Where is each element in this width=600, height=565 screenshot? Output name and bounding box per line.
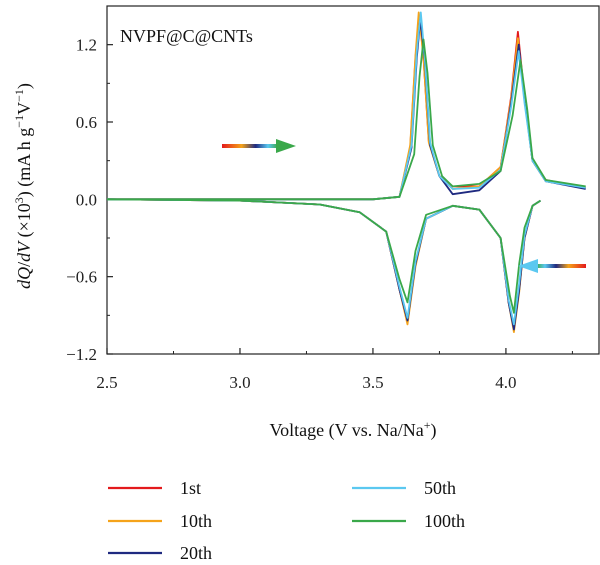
legend-label-50th: 50th — [424, 478, 456, 498]
y-axis-title: dQ/dV (×103) (mA h g−1V−1) — [12, 83, 35, 289]
series-line-discharge-100th — [107, 198, 541, 314]
y-tick-label: 1.2 — [76, 36, 97, 55]
y-tick-label: 0.0 — [76, 190, 97, 209]
x-tick-label: 3.5 — [362, 373, 383, 392]
series-line-charge-50th — [107, 11, 586, 201]
panel-annotation: NVPF@C@CNTs — [120, 26, 253, 46]
charge-direction-arrow — [222, 139, 296, 153]
y-tick-label: −0.6 — [66, 268, 97, 287]
y-tick-label: −1.2 — [66, 345, 97, 364]
x-tick-label: 2.5 — [96, 373, 117, 392]
legend: 1st 50th 10th 100th 20th — [108, 478, 465, 563]
x-axis: 2.5 3.0 3.5 4.0 — [96, 348, 573, 392]
series-line-discharge-20th — [107, 198, 541, 331]
x-tick-label: 4.0 — [495, 373, 516, 392]
series-line-discharge-10th — [107, 198, 541, 333]
legend-label-100th: 100th — [424, 511, 465, 531]
series-lines — [107, 11, 586, 333]
y-axis: −1.2 −0.6 0.0 0.6 1.2 — [66, 36, 113, 364]
legend-label-20th: 20th — [180, 543, 212, 563]
x-axis-title: Voltage (V vs. Na/Na+) — [269, 418, 436, 441]
x-tick-label: 3.0 — [229, 373, 250, 392]
series-line-discharge-50th — [107, 198, 541, 326]
y-tick-label: 0.6 — [76, 113, 97, 132]
legend-label-1st: 1st — [180, 478, 201, 498]
series-line-charge-100th — [107, 38, 586, 201]
discharge-direction-arrow — [518, 259, 586, 273]
plot-frame — [106, 5, 600, 355]
legend-label-10th: 10th — [180, 511, 212, 531]
series-line-discharge-1st — [107, 198, 541, 330]
